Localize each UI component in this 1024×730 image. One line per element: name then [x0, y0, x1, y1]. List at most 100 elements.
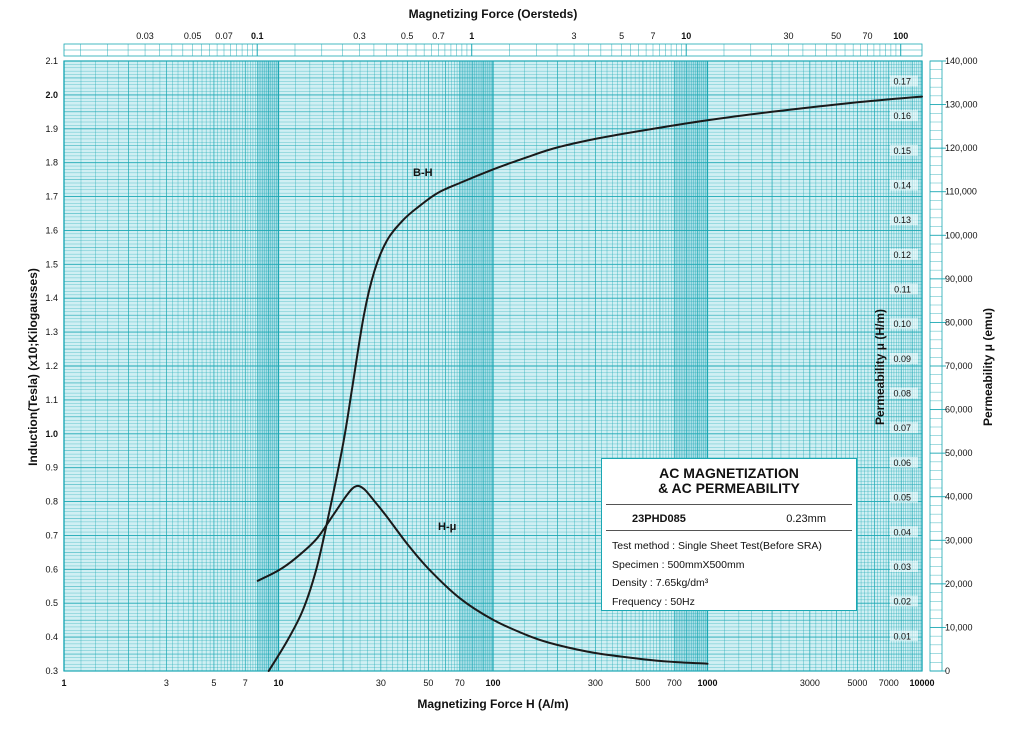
- right-outer-tick-label: 60,000: [945, 405, 973, 415]
- bottom-tick-label: 1: [61, 678, 66, 688]
- right-outer-tick-label: 90,000: [945, 274, 973, 284]
- bottom-tick-label: 7000: [879, 678, 899, 688]
- left-axis-title: Induction(Tesla) (x10;Kilogausses): [26, 268, 40, 466]
- left-tick-label: 2.0: [45, 90, 58, 100]
- bottom-tick-label: 70: [455, 678, 465, 688]
- right-inner-tick-label: 0.04: [893, 527, 911, 537]
- specimen-size: Specimen : 500mmX500mm: [612, 558, 745, 571]
- top-tick-label: 5: [619, 31, 624, 41]
- right-outer-tick-label: 50,000: [945, 448, 973, 458]
- permeability-label-bg: [890, 214, 918, 226]
- left-tick-label: 1.9: [45, 124, 58, 134]
- bottom-tick-label: 5000: [847, 678, 867, 688]
- top-tick-label: 0.5: [401, 31, 414, 41]
- bottom-tick-label: 5: [211, 678, 216, 688]
- permeability-label-bg: [890, 318, 918, 330]
- right-inner-axis-title: Permeability μ (H/m): [873, 309, 887, 425]
- permeability-label-bg: [890, 75, 918, 87]
- top-tick-label: 1: [469, 31, 474, 41]
- left-tick-label: 0.6: [45, 564, 58, 574]
- permeability-label-bg: [890, 283, 918, 295]
- left-tick-label: 1.0: [45, 429, 58, 439]
- bh-curve-label: B-H: [413, 167, 433, 179]
- info-box-title: AC MAGNETIZATION & AC PERMEABILITY: [602, 466, 856, 496]
- info-box: AC MAGNETIZATION & AC PERMEABILITY 23PHD…: [601, 458, 857, 611]
- right-outer-tick-label: 30,000: [945, 535, 973, 545]
- right-inner-tick-label: 0.09: [893, 354, 911, 364]
- right-inner-tick-label: 0.15: [893, 146, 911, 156]
- right-inner-tick-label: 0.08: [893, 389, 911, 399]
- permeability-label-bg: [890, 422, 918, 434]
- bottom-tick-label: 500: [635, 678, 650, 688]
- right-inner-tick-label: 0.17: [893, 76, 911, 86]
- permeability-label-bg: [890, 560, 918, 572]
- permeability-label-bg: [890, 352, 918, 364]
- specimen-code: 23PHD085: [632, 513, 686, 525]
- top-tick-label: 3: [572, 31, 577, 41]
- right-inner-tick-label: 0.05: [893, 493, 911, 503]
- top-tick-label: 7: [650, 31, 655, 41]
- specimen-row: 23PHD085 0.23mm: [602, 505, 856, 530]
- top-tick-label: 100: [893, 31, 908, 41]
- right-outer-tick-label: 110,000: [945, 187, 977, 197]
- series-lines: [256, 95, 923, 672]
- bottom-tick-label: 30: [376, 678, 386, 688]
- left-tick-label: 1.5: [45, 259, 58, 269]
- permeability-label-bg: [890, 144, 918, 156]
- top-tick-label: 0.1: [251, 31, 264, 41]
- right-axis-grid-strip: [929, 60, 946, 672]
- test-method: Test method : Single Sheet Test(Before S…: [612, 540, 822, 552]
- top-tick-label: 10: [681, 31, 691, 41]
- specimen-thickness: 0.23mm: [786, 513, 826, 525]
- top-tick-label: 0.05: [184, 31, 202, 41]
- permeability-label-bg: [890, 248, 918, 260]
- bottom-tick-label: 700: [667, 678, 682, 688]
- permeability-label-bg: [890, 179, 918, 191]
- left-tick-label: 0.5: [45, 598, 58, 608]
- bottom-tick-label: 10000: [909, 678, 934, 688]
- bottom-tick-label: 50: [423, 678, 433, 688]
- right-inner-tick-label: 0.07: [893, 423, 911, 433]
- right-outer-tick-label: 120,000: [945, 143, 978, 153]
- top-tick-label: 0.03: [136, 31, 154, 41]
- left-tick-label: 1.4: [45, 293, 58, 303]
- right-outer-tick-label: 20,000: [945, 579, 973, 589]
- left-tick-label: 0.8: [45, 497, 58, 507]
- right-outer-tick-label: 70,000: [945, 361, 973, 371]
- permeability-label-bg: [890, 110, 918, 122]
- left-tick-label: 1.7: [45, 192, 58, 202]
- permeability-label-bg: [890, 630, 918, 642]
- top-tick-label: 50: [831, 31, 841, 41]
- frequency: Frequency : 50Hz: [612, 595, 695, 608]
- permeability-label-bg: [890, 387, 918, 399]
- top-tick-label: 0.3: [353, 31, 366, 41]
- top-tick-label: 30: [784, 31, 794, 41]
- permeability-label-bg: [890, 456, 918, 468]
- left-tick-label: 1.1: [45, 395, 58, 405]
- right-inner-tick-label: 0.16: [893, 111, 911, 121]
- left-tick-label: 1.8: [45, 158, 58, 168]
- info-title-line1: AC MAGNETIZATION: [659, 465, 799, 481]
- right-inner-tick-label: 0.02: [893, 597, 911, 607]
- hmu-curve-label: H-μ: [438, 521, 456, 533]
- right-inner-tick-label: 0.03: [893, 562, 911, 572]
- right-outer-tick-label: 0: [945, 666, 950, 676]
- top-tick-label: 0.07: [215, 31, 233, 41]
- info-divider-top: [606, 504, 852, 505]
- right-outer-tick-label: 40,000: [945, 492, 973, 502]
- bottom-tick-label: 3000: [800, 678, 820, 688]
- bottom-tick-label: 10: [273, 678, 283, 688]
- right-inner-tick-label: 0.06: [893, 458, 911, 468]
- bottom-tick-label: 3: [164, 678, 169, 688]
- right-outer-tick-label: 100,000: [945, 230, 978, 240]
- density: Density : 7.65kg/dm³: [612, 577, 709, 589]
- plot-frame: [63, 60, 923, 672]
- right-inner-tick-label: 0.14: [893, 180, 911, 190]
- left-tick-label: 2.1: [45, 56, 58, 66]
- permeability-label-bg: [890, 491, 918, 503]
- left-tick-label: 0.3: [45, 666, 58, 676]
- right-outer-tick-label: 130,000: [945, 100, 978, 110]
- info-title-line2: & AC PERMEABILITY: [658, 480, 800, 496]
- hmu-curve: [256, 484, 709, 665]
